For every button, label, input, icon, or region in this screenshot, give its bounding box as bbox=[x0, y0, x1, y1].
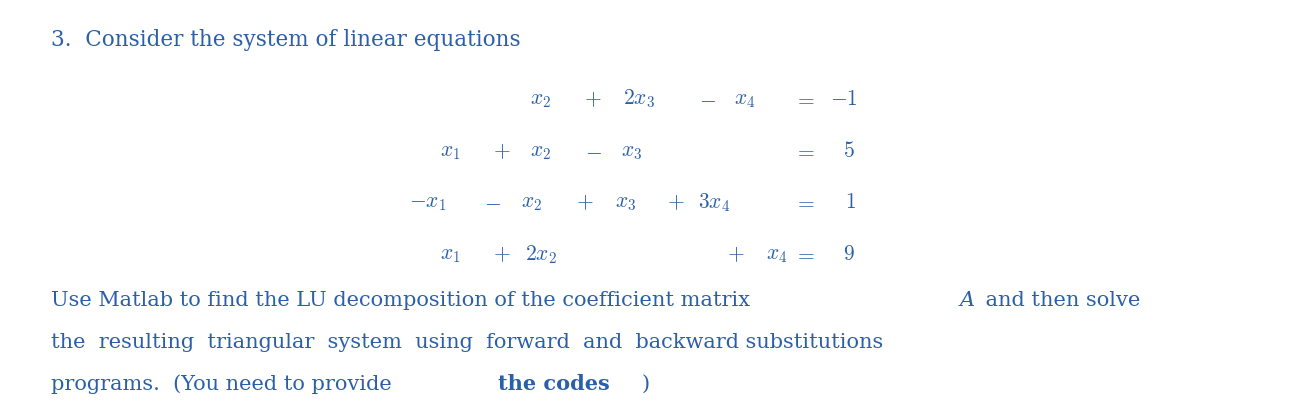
Text: $-$: $-$ bbox=[585, 140, 602, 162]
Text: $-1$: $-1$ bbox=[830, 88, 857, 110]
Text: $=$: $=$ bbox=[795, 88, 816, 110]
Text: $2x_2$: $2x_2$ bbox=[525, 243, 556, 265]
Text: $9$: $9$ bbox=[843, 243, 855, 265]
Text: $+$: $+$ bbox=[727, 243, 745, 265]
Text: $=$: $=$ bbox=[795, 243, 816, 265]
Text: $+$: $+$ bbox=[584, 88, 602, 110]
Text: $=$: $=$ bbox=[795, 140, 816, 162]
Text: $=$: $=$ bbox=[795, 192, 816, 213]
Text: $x_1$: $x_1$ bbox=[439, 243, 460, 265]
Text: $-$: $-$ bbox=[485, 192, 502, 213]
Text: $+$: $+$ bbox=[576, 192, 594, 213]
Text: $x_2$: $x_2$ bbox=[530, 88, 551, 110]
Text: programs.  (You need to provide: programs. (You need to provide bbox=[51, 374, 399, 394]
Text: Use Matlab to find the LU decomposition of the coefficient matrix: Use Matlab to find the LU decomposition … bbox=[51, 291, 757, 310]
Text: and then solve: and then solve bbox=[979, 291, 1140, 310]
Text: the  resulting  triangular  system  using  forward  and  backward substitutions: the resulting triangular system using fo… bbox=[51, 333, 883, 352]
Text: $x_4$: $x_4$ bbox=[735, 88, 756, 110]
Text: $x_2$: $x_2$ bbox=[530, 140, 551, 162]
Text: $-x_1$: $-x_1$ bbox=[409, 192, 447, 213]
Text: $1$: $1$ bbox=[844, 192, 856, 213]
Text: $5$: $5$ bbox=[843, 140, 855, 162]
Text: $x_3$: $x_3$ bbox=[615, 192, 636, 213]
Text: $2x_3$: $2x_3$ bbox=[623, 88, 654, 110]
Text: $-$: $-$ bbox=[698, 88, 715, 110]
Text: $x_2$: $x_2$ bbox=[521, 192, 542, 213]
Text: ): ) bbox=[642, 375, 650, 394]
Text: $x_3$: $x_3$ bbox=[622, 140, 642, 162]
Text: $+$: $+$ bbox=[493, 243, 511, 265]
Text: $x_1$: $x_1$ bbox=[439, 140, 460, 162]
Text: $x_4$: $x_4$ bbox=[766, 243, 787, 265]
Text: 3.  Consider the system of linear equations: 3. Consider the system of linear equatio… bbox=[51, 29, 520, 51]
Text: A: A bbox=[959, 291, 975, 310]
Text: $3x_4$: $3x_4$ bbox=[698, 191, 730, 214]
Text: $+$: $+$ bbox=[667, 192, 685, 213]
Text: $+$: $+$ bbox=[493, 140, 511, 162]
Text: the codes: the codes bbox=[498, 374, 610, 394]
